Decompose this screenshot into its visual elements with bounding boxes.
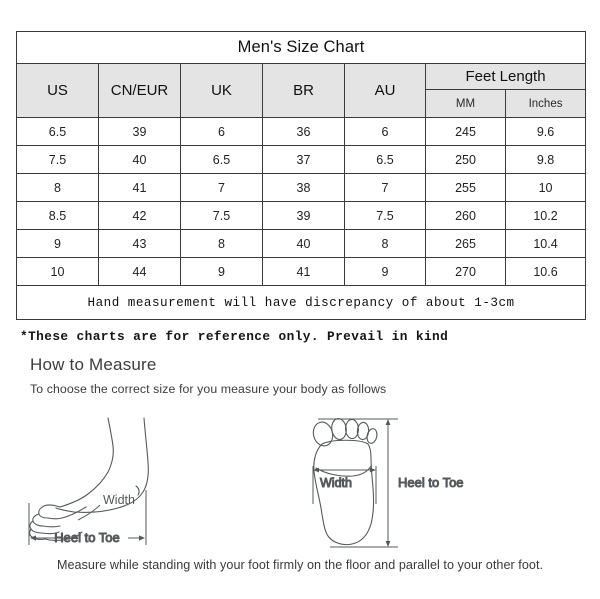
cell-br: 40 <box>262 229 345 258</box>
cell-inches: 9.8 <box>504 145 587 174</box>
cell-uk: 7 <box>180 173 263 202</box>
reference-disclaimer: *These charts are for reference only. Pr… <box>20 329 449 344</box>
how-to-measure-heading: How to Measure <box>30 355 157 374</box>
cell-uk: 9 <box>180 257 263 286</box>
column-header-mm: MM <box>425 89 506 118</box>
top-view-width-annotation: Width <box>312 466 377 504</box>
page-title: Men's Size Chart <box>15 31 587 64</box>
side-view-foot-icon <box>29 417 149 542</box>
measurement-diagrams: Width Heel to Toe <box>0 408 600 558</box>
cell-br: 36 <box>262 117 345 146</box>
column-header-inches: Inches <box>504 89 587 118</box>
cell-mm: 250 <box>425 145 506 174</box>
cell-au: 8 <box>344 229 426 258</box>
cell-cn-eur: 43 <box>98 229 181 258</box>
cell-us: 6.5 <box>16 117 99 146</box>
cell-uk: 6 <box>180 117 263 146</box>
side-view-width-label: Width <box>103 493 135 507</box>
column-header-br: BR <box>262 63 345 118</box>
cell-us: 8 <box>16 173 99 202</box>
cell-mm: 245 <box>425 117 506 146</box>
cell-us: 9 <box>16 229 99 258</box>
cell-br: 39 <box>262 201 345 230</box>
cell-uk: 6.5 <box>180 145 263 174</box>
cell-us: 7.5 <box>16 145 99 174</box>
cell-br: 37 <box>262 145 345 174</box>
side-view-heel-to-toe-annotation: Heel to Toe <box>28 490 147 546</box>
cell-uk: 7.5 <box>180 201 263 230</box>
table-row: 10 44 9 41 9 270 10.6 <box>16 257 587 286</box>
side-view-width-annotation: Width <box>77 493 135 521</box>
cell-au: 7.5 <box>344 201 426 230</box>
cell-uk: 8 <box>180 229 263 258</box>
cell-inches: 10 <box>504 173 587 202</box>
cell-au: 6 <box>344 117 426 146</box>
cell-au: 9 <box>344 257 426 286</box>
top-view-heel-to-toe-annotation: Heel to Toe <box>318 418 464 548</box>
size-chart-table-container: Men's Size Chart US CN/EUR UK BR AU Feet… <box>15 31 587 320</box>
cell-mm: 255 <box>425 173 506 202</box>
cell-cn-eur: 41 <box>98 173 181 202</box>
cell-au: 7 <box>344 173 426 202</box>
cell-cn-eur: 42 <box>98 201 181 230</box>
column-header-feet-length: Feet Length <box>424 63 587 90</box>
column-header-uk: UK <box>180 63 263 118</box>
cell-mm: 270 <box>425 257 506 286</box>
table-title-row: Men's Size Chart <box>15 31 587 64</box>
measurement-caption: Measure while standing with your foot fi… <box>56 558 544 572</box>
how-to-measure-subtitle: To choose the correct size for you measu… <box>30 382 387 396</box>
cell-mm: 265 <box>425 229 506 258</box>
top-view-heel-to-toe-label: Heel to Toe <box>398 475 464 490</box>
cell-inches: 10.2 <box>504 201 587 230</box>
table-footnote: Hand measurement will have discrepancy o… <box>15 285 587 320</box>
top-view-width-label: Width <box>320 476 352 490</box>
column-header-us: US <box>16 63 99 118</box>
table-row: 7.5 40 6.5 37 6.5 250 9.8 <box>16 145 587 174</box>
cell-br: 41 <box>262 257 345 286</box>
cell-inches: 9.6 <box>504 117 587 146</box>
cell-cn-eur: 39 <box>98 117 181 146</box>
cell-us: 10 <box>16 257 99 286</box>
cell-cn-eur: 44 <box>98 257 181 286</box>
table-subheader-row: MM Inches <box>17 89 587 118</box>
table-row: 6.5 39 6 36 6 245 9.6 <box>16 117 587 146</box>
table-row: 8.5 42 7.5 39 7.5 260 10.2 <box>16 201 587 230</box>
cell-inches: 10.6 <box>504 257 587 286</box>
cell-cn-eur: 40 <box>98 145 181 174</box>
cell-us: 8.5 <box>16 201 99 230</box>
side-view-heel-to-toe-label: Heel to Toe <box>54 530 120 545</box>
cell-inches: 10.4 <box>504 229 587 258</box>
column-header-au: AU <box>344 63 426 118</box>
table-header-row: US CN/EUR UK BR AU Feet Length <box>16 63 587 118</box>
cell-br: 38 <box>262 173 345 202</box>
table-row: 9 43 8 40 8 265 10.4 <box>16 229 587 258</box>
table-row: 8 41 7 38 7 255 10 <box>16 173 587 202</box>
diagrams-svg: Width Heel to Toe <box>28 417 464 548</box>
cell-mm: 260 <box>425 201 506 230</box>
column-header-cn-eur: CN/EUR <box>98 63 181 118</box>
cell-au: 6.5 <box>344 145 426 174</box>
size-chart-table: Men's Size Chart US CN/EUR UK BR AU Feet… <box>15 31 587 320</box>
table-footnote-row: Hand measurement will have discrepancy o… <box>15 285 587 320</box>
